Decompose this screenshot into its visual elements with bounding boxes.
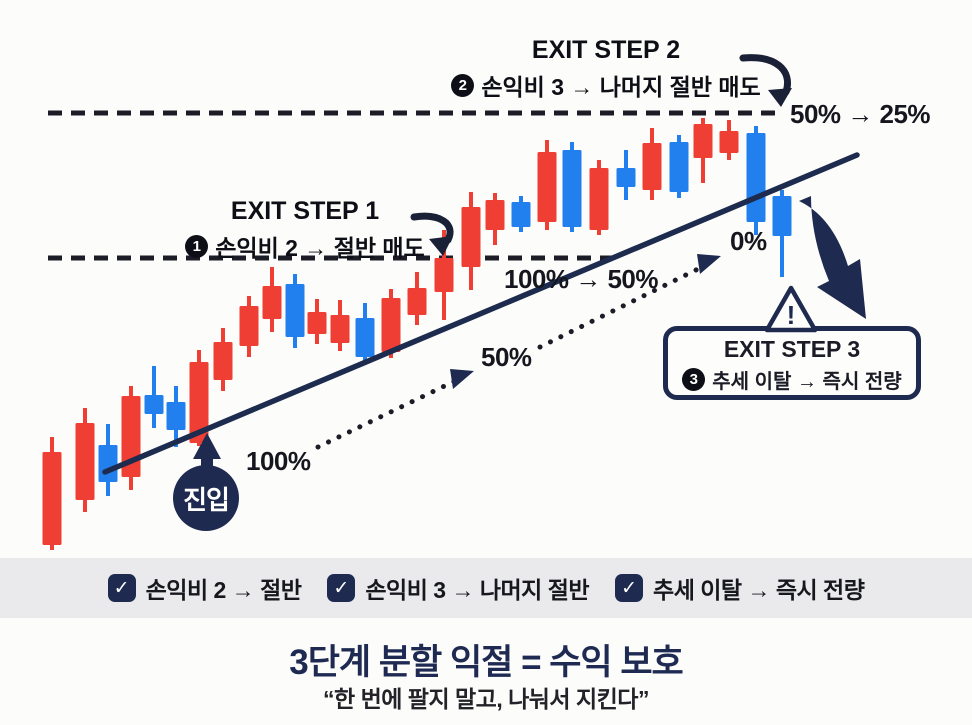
candle-body-up (381, 298, 401, 352)
check-icon: ✓ (615, 574, 644, 602)
entry-arrow-icon (193, 433, 221, 473)
candle-body-up (262, 286, 282, 319)
candle-body-up (42, 452, 62, 545)
candle-body-down (746, 133, 766, 222)
exit-step-2-desc-text: 손익비 3 → 나머지 절반 매도 (481, 74, 761, 100)
pct-50-label: 50% (481, 342, 532, 372)
candle-body-down (166, 402, 186, 430)
exit-step-3-desc: 3 추세 이탈 → 즉시 전량 (668, 365, 916, 394)
candle-body-up (434, 258, 454, 292)
dotted-arrowhead-2 (697, 254, 721, 274)
exit-step-3-desc-text: 추세 이탈 → 즉시 전량 (712, 371, 902, 393)
top-level-label: 50% → 25% (790, 99, 931, 129)
exit-step-2-desc: 2 손익비 3 → 나머지 절반 매도 (411, 68, 801, 102)
check-icon: ✓ (107, 574, 136, 602)
candle-body-up (213, 342, 233, 380)
exit-step-3-title: EXIT STEP 3 (723, 336, 861, 362)
candle-body-down (669, 142, 689, 192)
checklist-item-label: 추세 이탈 → 즉시 전량 (653, 577, 865, 603)
check-icon: ✓ (327, 574, 356, 602)
candle-body-up (330, 315, 350, 343)
candlestick-chart (42, 54, 866, 550)
dotted-arrow-line-2 (537, 263, 707, 350)
pct-100-label: 100% (246, 446, 311, 476)
trend-break-arrow-icon (799, 196, 866, 319)
exit-step-1-title: EXIT STEP 1 (230, 197, 380, 225)
candle-body-up (239, 306, 259, 346)
candle-body-up (642, 143, 662, 190)
warning-exclamation: ! (787, 300, 796, 330)
entry-badge-label: 진입 (183, 484, 230, 515)
dotted-arrowhead-1 (450, 369, 474, 389)
checklist-item-label: 손익비 2 → 절반 (145, 577, 302, 603)
checklist-item-label: 손익비 3 → 나머지 절반 (365, 577, 590, 603)
candle-body-up (189, 362, 209, 443)
exit-step-2-annotation: EXIT STEP 2 2 손익비 3 → 나머지 절반 매도 (411, 36, 801, 102)
exit2-curved-arrow-icon (739, 54, 792, 107)
page-title: 3단계 분할 익절 = 수익 보호 (289, 643, 684, 682)
exit1-curved-arrow-icon (410, 212, 454, 256)
candle-body-up (461, 207, 481, 267)
step-2-number-badge: 2 (451, 73, 475, 97)
warning-triangle-icon: ! (764, 285, 818, 333)
step-1-number-badge: 1 (185, 234, 209, 258)
candles-group (42, 118, 792, 550)
candle-body-down (562, 150, 582, 227)
candle-body-up (719, 131, 739, 153)
checklist-bar: ✓ 손익비 2 → 절반 ✓ 손익비 3 → 나머지 절반 ✓ 추세 이탈 → 즉시 전량 (0, 558, 972, 618)
position-dotted-arrows (315, 254, 721, 450)
candle-body-up (693, 124, 713, 158)
checklist-item-2: ✓ 손익비 3 → 나머지 절반 (327, 571, 590, 605)
candle-body-up (485, 200, 505, 230)
page-subtitle: “한 번에 팔지 말고, 나눠서 지킨다” (323, 686, 649, 712)
exit-step-1-annotation: EXIT STEP 1 1 손익비 2 → 절반 매도 (150, 197, 460, 263)
checklist-item-1: ✓ 손익비 2 → 절반 (107, 571, 302, 605)
pct-0-label: 0% (730, 226, 767, 256)
exit-step-2-title: EXIT STEP 2 (531, 36, 681, 64)
exit-step-3-box: EXIT STEP 3 3 추세 이탈 → 즉시 전량 (663, 326, 921, 400)
step-3-number-badge: 3 (682, 368, 706, 391)
candle-body-up (75, 423, 95, 500)
trendline (102, 152, 860, 475)
candle-body-up (589, 168, 609, 230)
candle-body-down (772, 196, 792, 236)
candle-body-up (407, 288, 427, 315)
mid-level-label: 100% → 50% (504, 264, 658, 294)
dotted-arrow-line-1 (315, 377, 460, 450)
candle-body-down (144, 395, 164, 414)
candle-body-down (355, 318, 375, 357)
candle-body-down (285, 284, 305, 337)
checklist-item-3: ✓ 추세 이탈 → 즉시 전량 (615, 571, 865, 605)
candle-body-down (98, 445, 118, 482)
candle-body-up (537, 152, 557, 222)
exit-step-1-desc-text: 손익비 2 → 절반 매도 (215, 235, 425, 261)
candle-body-up (307, 312, 327, 334)
candle-body-down (616, 168, 636, 187)
resistance-dashed-lines (48, 110, 780, 261)
candle-body-down (511, 202, 531, 227)
entry-badge: 진입 (173, 465, 239, 531)
exit-step-1-desc: 1 손익비 2 → 절반 매도 (150, 229, 460, 263)
